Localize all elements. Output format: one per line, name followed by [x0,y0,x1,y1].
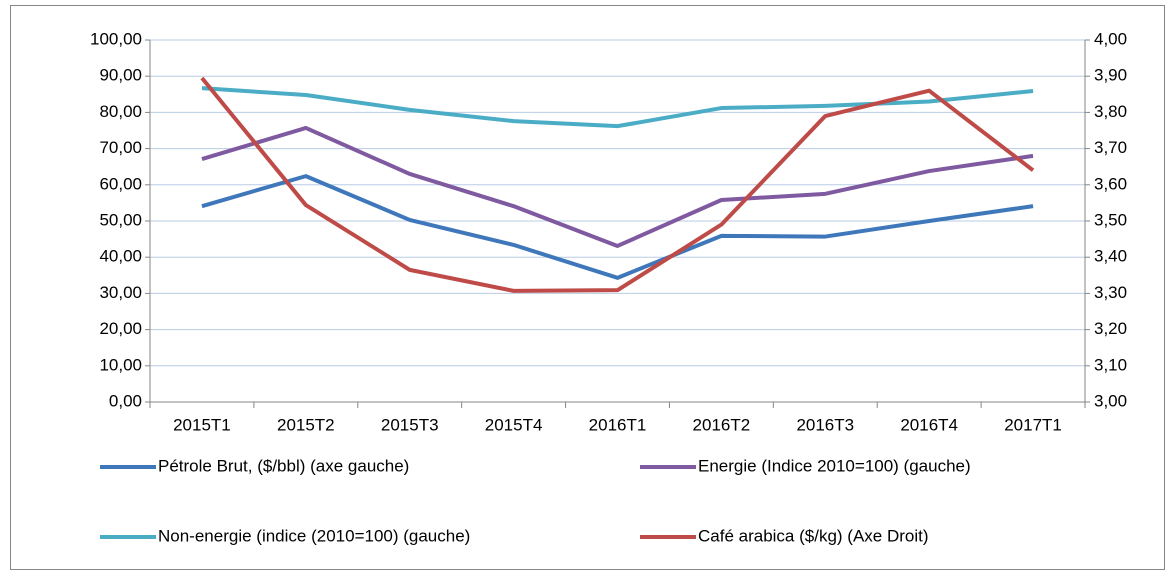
y2-tick-label: 3,10 [1094,355,1127,374]
series-line [200,76,1035,293]
y2-tick-label: 3,50 [1094,210,1127,229]
legend-label: Non-energie (indice (2010=100) (gauche) [158,526,470,545]
x-tick-label: 2016T1 [589,415,647,434]
y2-tick-label: 3,90 [1094,66,1127,85]
y-tick-label: 30,00 [99,283,142,302]
y2-tick-label: 3,00 [1094,391,1127,410]
y-tick-label: 50,00 [99,210,142,229]
y-tick-label: 90,00 [99,66,142,85]
legend-label: Energie (Indice 2010=100) (gauche) [698,456,971,475]
y-tick-label: 40,00 [99,247,142,266]
x-tick-label: 2016T2 [693,415,751,434]
y-tick-label: 10,00 [99,355,142,374]
y-tick-label: 20,00 [99,319,142,338]
y2-tick-label: 3,70 [1094,138,1127,157]
series-line [201,125,1034,248]
x-tick-label: 2015T1 [173,415,231,434]
chart-frame [10,5,1165,570]
y2-tick-label: 4,00 [1094,29,1127,48]
legend-label: Pétrole Brut, ($/bbl) (axe gauche) [158,456,409,475]
y2-tick-label: 3,30 [1094,283,1127,302]
y2-tick-label: 3,20 [1094,319,1127,338]
y-tick-label: 0,00 [109,391,142,410]
y2-tick-label: 3,80 [1094,102,1127,121]
x-tick-label: 2015T4 [485,415,543,434]
series-line [201,86,1034,129]
x-tick-label: 2016T3 [796,415,854,434]
x-tick-label: 2017T1 [1004,415,1062,434]
x-tick-label: 2015T3 [381,415,439,434]
y-tick-label: 80,00 [99,102,142,121]
y-tick-label: 70,00 [99,138,142,157]
x-tick-label: 2016T4 [900,415,958,434]
legend-label: Café arabica ($/kg) (Axe Droit) [698,526,929,545]
y2-tick-label: 3,40 [1094,247,1127,266]
x-tick-label: 2015T2 [277,415,335,434]
series-line [201,174,1034,280]
y-tick-label: 100,00 [90,29,142,48]
y2-tick-label: 3,60 [1094,174,1127,193]
y-tick-label: 60,00 [99,174,142,193]
